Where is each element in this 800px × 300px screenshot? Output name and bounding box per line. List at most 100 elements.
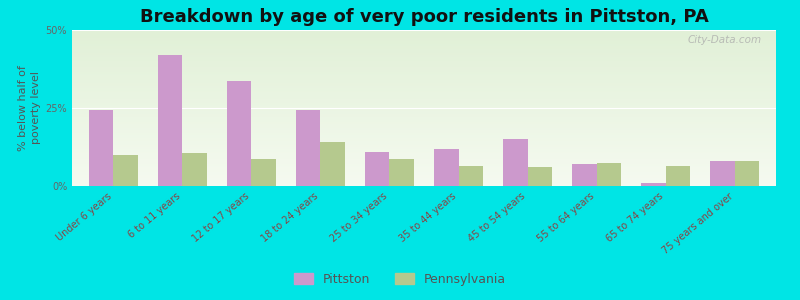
Bar — [72, 92, 776, 94]
Bar — [72, 30, 776, 31]
Bar — [390, 160, 414, 186]
Bar — [72, 160, 776, 161]
Bar — [72, 86, 776, 88]
Bar — [72, 158, 776, 160]
Bar — [72, 46, 776, 47]
Bar — [72, 74, 776, 75]
Bar — [72, 148, 776, 150]
Bar — [72, 38, 776, 39]
Title: Breakdown by age of very poor residents in Pittston, PA: Breakdown by age of very poor residents … — [140, 8, 708, 26]
Bar — [72, 122, 776, 124]
Bar — [72, 142, 776, 144]
Bar — [72, 82, 776, 83]
Bar — [72, 139, 776, 141]
Bar — [72, 56, 776, 58]
Bar — [72, 183, 776, 184]
Text: City-Data.com: City-Data.com — [688, 35, 762, 45]
Bar — [72, 35, 776, 36]
Bar — [72, 128, 776, 130]
Bar — [158, 55, 182, 186]
Bar — [72, 72, 776, 74]
Bar — [72, 50, 776, 52]
Bar — [72, 177, 776, 178]
Bar — [72, 100, 776, 102]
Bar — [72, 172, 776, 173]
Bar — [72, 108, 776, 110]
Bar — [72, 91, 776, 92]
Bar — [72, 88, 776, 89]
Bar — [72, 53, 776, 55]
Bar — [72, 64, 776, 66]
Bar — [72, 63, 776, 64]
Bar — [72, 155, 776, 156]
Bar — [251, 160, 276, 186]
Bar — [321, 142, 345, 186]
Bar — [72, 114, 776, 116]
Bar — [503, 139, 527, 186]
Bar — [72, 36, 776, 38]
Bar — [72, 103, 776, 105]
Legend: Pittston, Pennsylvania: Pittston, Pennsylvania — [289, 268, 511, 291]
Bar — [72, 144, 776, 146]
Bar — [72, 121, 776, 122]
Bar — [72, 164, 776, 166]
Bar — [72, 169, 776, 170]
Bar — [72, 175, 776, 177]
Bar — [72, 173, 776, 175]
Bar — [72, 131, 776, 133]
Bar — [72, 94, 776, 95]
Bar — [72, 153, 776, 155]
Bar — [72, 161, 776, 163]
Bar — [710, 161, 734, 186]
Bar — [666, 166, 690, 186]
Bar — [72, 99, 776, 100]
Bar — [72, 68, 776, 69]
Bar — [72, 49, 776, 50]
Bar — [72, 58, 776, 60]
Bar — [72, 119, 776, 121]
Bar — [572, 164, 597, 186]
Bar — [72, 156, 776, 158]
Bar — [72, 163, 776, 164]
Bar — [72, 147, 776, 148]
Bar — [72, 170, 776, 172]
Bar — [72, 136, 776, 138]
Bar — [458, 166, 482, 186]
Bar — [72, 178, 776, 180]
Bar — [72, 55, 776, 56]
Bar — [72, 180, 776, 181]
Bar — [72, 61, 776, 63]
Bar — [72, 66, 776, 68]
Bar — [72, 33, 776, 35]
Bar — [366, 152, 390, 186]
Bar — [434, 148, 458, 186]
Bar — [72, 39, 776, 41]
Bar — [527, 167, 552, 186]
Bar — [72, 111, 776, 113]
Bar — [734, 161, 758, 186]
Bar — [72, 89, 776, 91]
Bar — [72, 83, 776, 85]
Bar — [72, 124, 776, 125]
Bar — [72, 133, 776, 134]
Bar — [72, 152, 776, 153]
Bar — [72, 69, 776, 70]
Bar — [72, 60, 776, 61]
Bar — [72, 110, 776, 111]
Bar — [72, 43, 776, 44]
Bar — [72, 106, 776, 108]
Bar — [72, 97, 776, 99]
Bar — [642, 183, 666, 186]
Bar — [72, 113, 776, 114]
Bar — [72, 134, 776, 136]
Bar — [72, 150, 776, 152]
Bar — [72, 138, 776, 139]
Bar — [72, 75, 776, 77]
Y-axis label: % below half of
poverty level: % below half of poverty level — [18, 65, 42, 151]
Bar — [72, 85, 776, 86]
Bar — [72, 44, 776, 46]
Bar — [72, 167, 776, 169]
Bar — [72, 32, 776, 33]
Bar — [72, 52, 776, 53]
Bar — [72, 146, 776, 147]
